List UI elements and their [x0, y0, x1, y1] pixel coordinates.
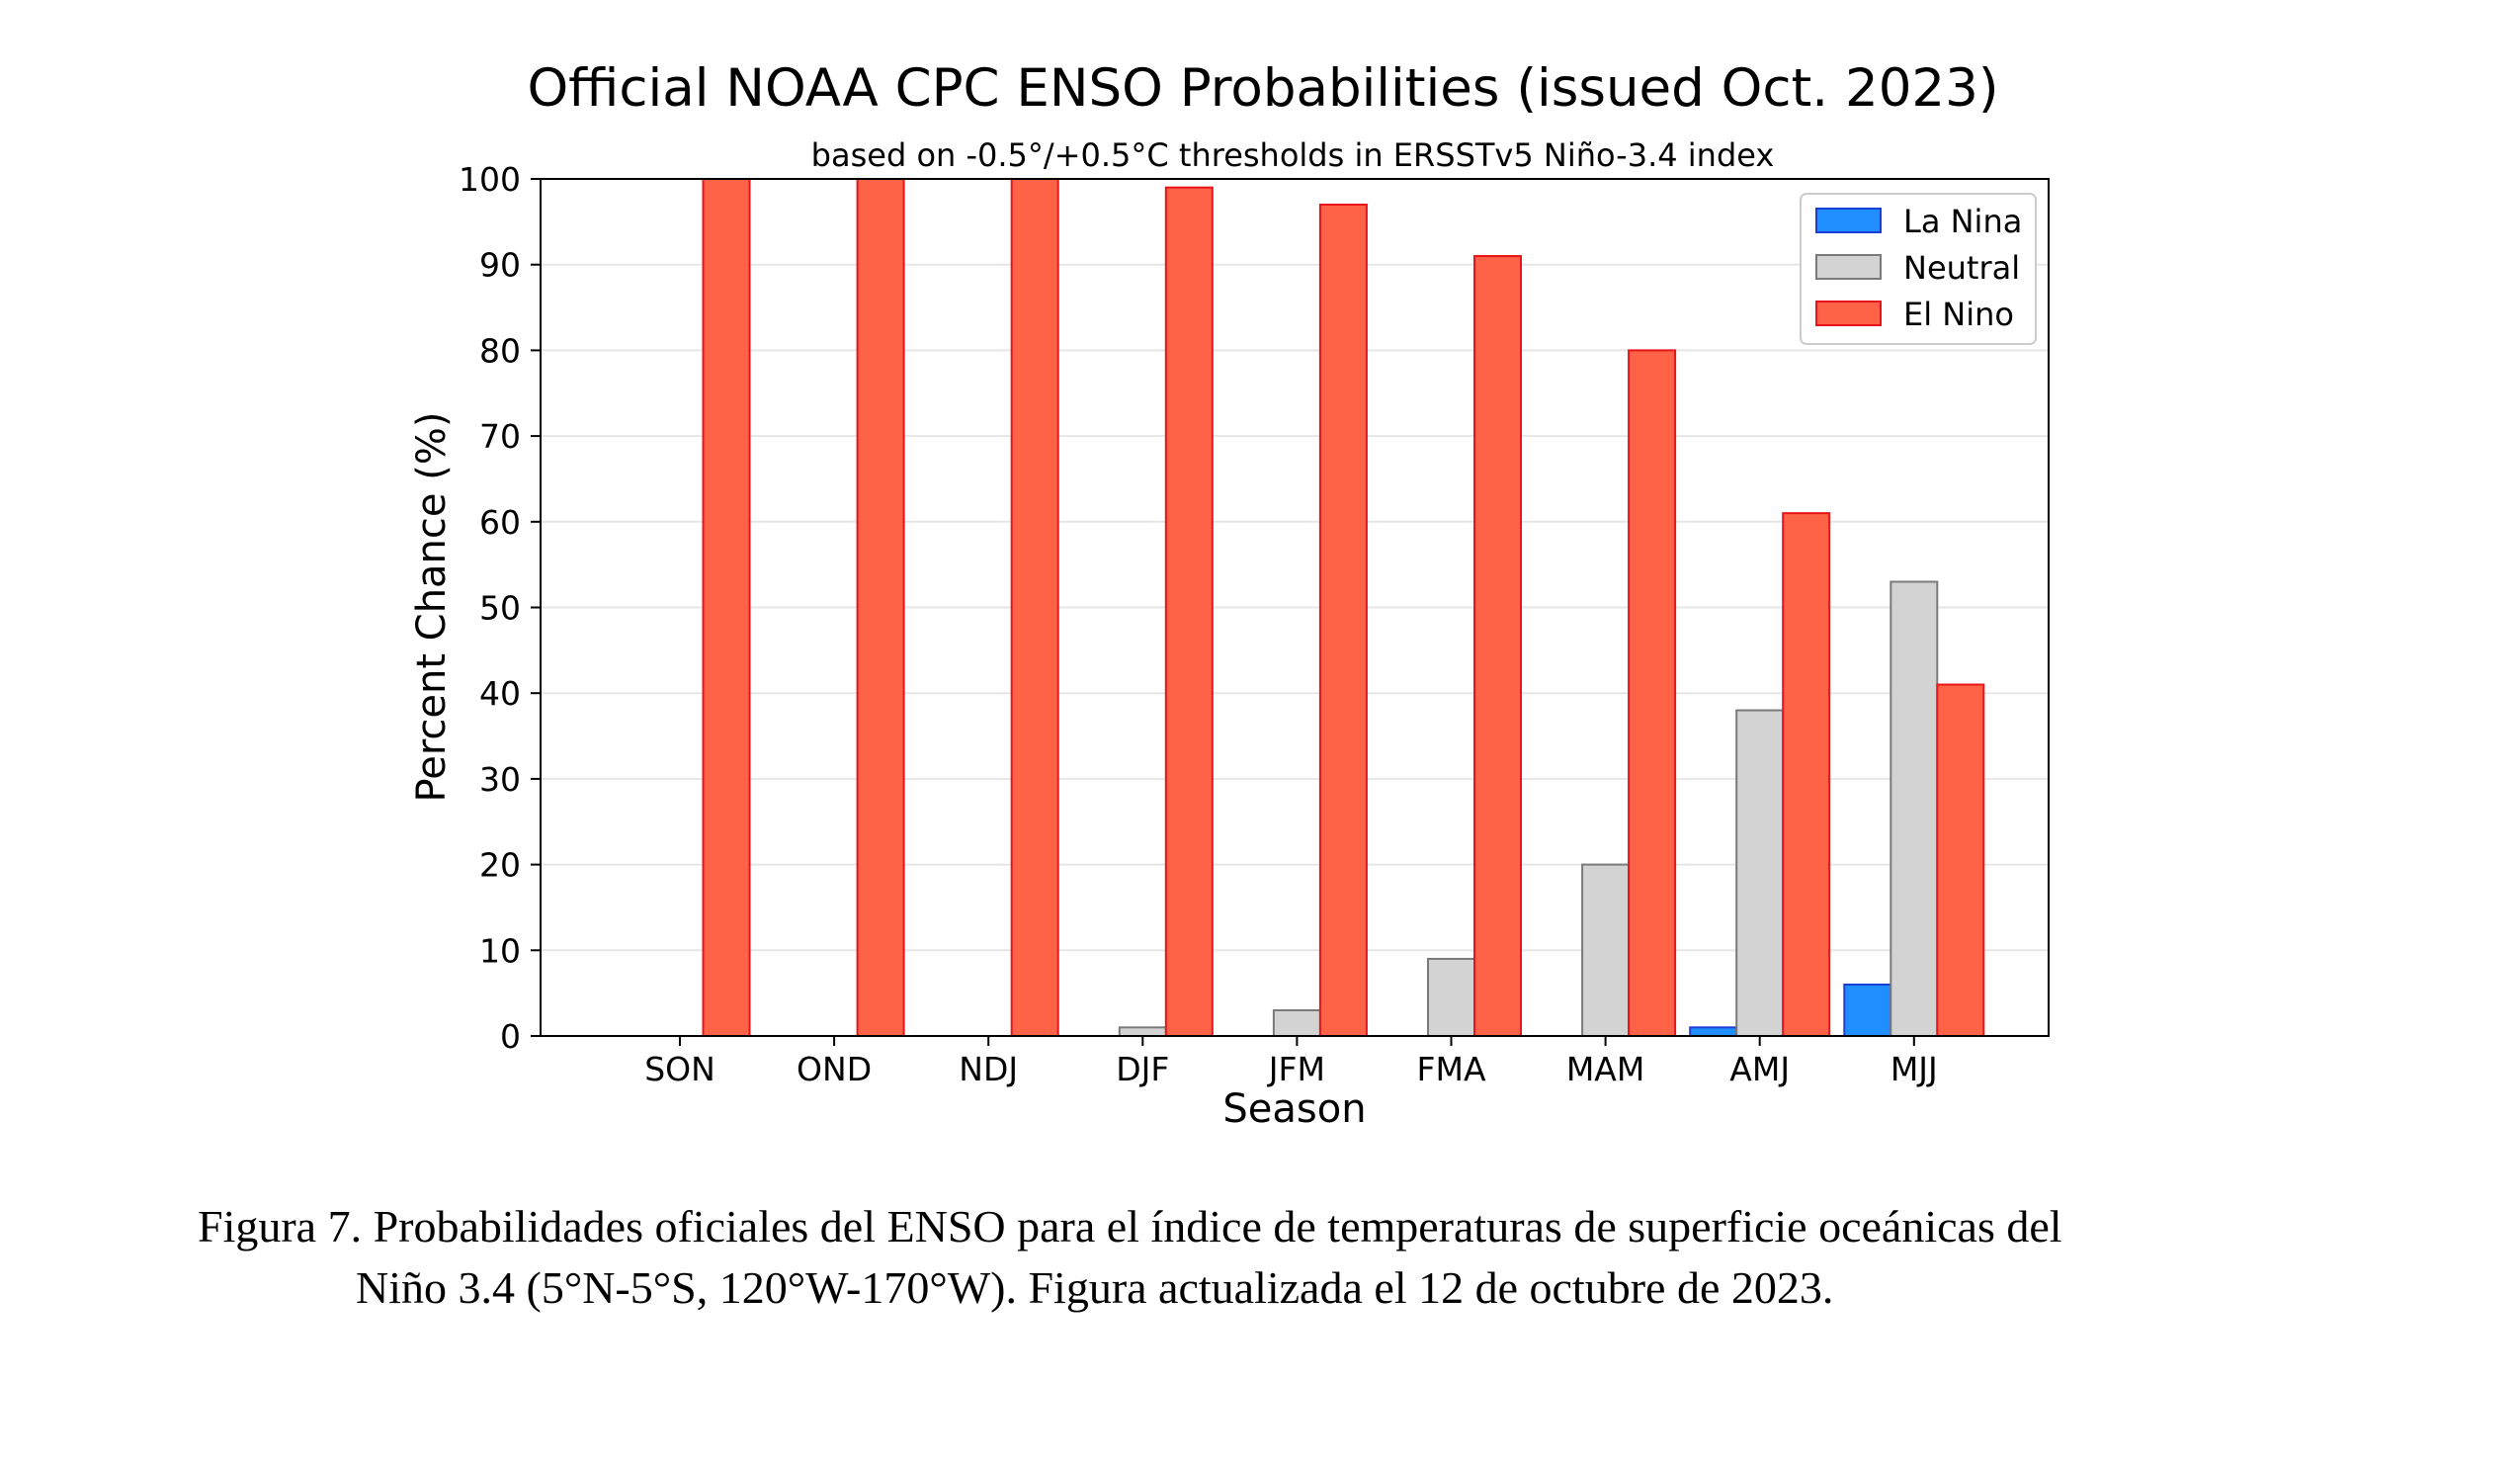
bar-neutral-fma	[1427, 957, 1475, 1037]
chart-title: Official NOAA CPC ENSO Probabilities (is…	[527, 58, 1998, 119]
bar-el-nino-son	[702, 178, 751, 1037]
y-tick-label: 0	[500, 1017, 521, 1056]
y-tick-label: 90	[479, 246, 521, 285]
y-axis-label: Percent Chance (%)	[409, 412, 455, 803]
legend-label-neutral: Neutral	[1903, 249, 2020, 287]
y-axis-ticks: 0 10 20 30 40 50 60 70 80 90 100	[459, 160, 541, 1056]
bar-el-nino-fma	[1473, 255, 1522, 1037]
x-tick-label: FMA	[1416, 1050, 1485, 1088]
bar-el-nino-mjj	[1936, 683, 1985, 1038]
legend-swatch-el-nino	[1815, 301, 1882, 326]
enso-probability-chart: Official NOAA CPC ENSO Probabilities (is…	[409, 58, 2050, 1132]
x-tick-label: SON	[644, 1050, 715, 1088]
y-tick-label: 40	[479, 674, 521, 713]
bar-el-nino-mam	[1628, 349, 1677, 1037]
y-tick-label: 70	[479, 417, 521, 456]
y-tick-label: 20	[479, 846, 521, 885]
legend-swatch-neutral	[1815, 254, 1882, 280]
x-tick-label: JFM	[1267, 1050, 1325, 1088]
bar-neutral-mam	[1581, 863, 1631, 1037]
bar-neutral-djf	[1118, 1026, 1167, 1037]
bar-el-nino-djf	[1164, 186, 1214, 1038]
x-tick-label: NDJ	[959, 1050, 1018, 1088]
y-tick-label: 60	[479, 503, 521, 542]
x-tick-label: AMJ	[1729, 1050, 1790, 1088]
legend-label-la-nina: La Nina	[1903, 203, 2022, 240]
y-tick-label: 100	[459, 160, 521, 199]
x-tick-label: MAM	[1566, 1050, 1645, 1088]
y-tick-label: 30	[479, 760, 521, 799]
bar-la-nina-mjj	[1843, 983, 1892, 1037]
x-tick-label: OND	[797, 1050, 872, 1088]
caption-line-1: Figura 7. Probabilidades oficiales del E…	[198, 1201, 2062, 1251]
x-axis-label: Season	[1222, 1086, 1366, 1132]
bar-la-nina-amj	[1689, 1026, 1738, 1037]
y-tick-label: 10	[479, 931, 521, 970]
chart-subtitle: based on -0.5°/+0.5°C thresholds in ERSS…	[811, 136, 1775, 174]
bar-neutral-jfm	[1272, 1008, 1321, 1037]
bar-el-nino-amj	[1782, 512, 1831, 1037]
x-tick-label: DJF	[1116, 1050, 1169, 1088]
legend: La Nina Neutral El Nino	[1800, 193, 2037, 345]
legend-swatch-la-nina	[1815, 208, 1882, 233]
bar-el-nino-jfm	[1318, 204, 1368, 1037]
bar-neutral-amj	[1735, 709, 1785, 1037]
x-axis-ticks: SON OND NDJ DJF JFM FMA MAM AMJ MJJ	[644, 1036, 1938, 1088]
y-tick-label: 80	[479, 331, 521, 370]
caption-line-2: Niño 3.4 (5°N-5°S, 120°W-170°W). Figura …	[356, 1262, 1834, 1313]
x-tick-label: MJJ	[1890, 1050, 1938, 1088]
figure-caption: Figura 7. Probabilidades oficiales del E…	[198, 1196, 2322, 1319]
bar-el-nino-ndj	[1010, 178, 1059, 1037]
y-tick-label: 50	[479, 589, 521, 628]
legend-label-el-nino: El Nino	[1903, 296, 2014, 333]
bars	[609, 178, 1985, 1038]
bar-el-nino-ond	[856, 178, 905, 1037]
bar-neutral-mjj	[1890, 580, 1939, 1037]
